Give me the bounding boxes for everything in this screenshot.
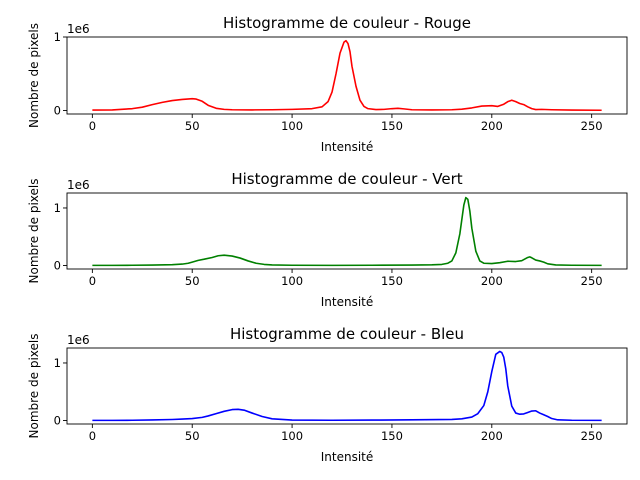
y-offset-text-bleu: 1e6	[67, 333, 90, 347]
x-tick-label-bleu-0: 0	[89, 429, 96, 443]
y-tick-label-rouge-0: 0	[54, 103, 61, 117]
x-tick-label-vert-250: 250	[581, 274, 603, 288]
x-tick-label-vert-200: 200	[481, 274, 503, 288]
x-axis-label-bleu: Intensité	[321, 450, 374, 464]
x-tick-label-rouge-0: 0	[89, 119, 96, 133]
y-offset-text-vert: 1e6	[67, 178, 90, 192]
x-tick-label-vert-100: 100	[281, 274, 303, 288]
y-tick-label-bleu-0: 0	[54, 414, 61, 428]
y-axis-label-vert: Nombre de pixels	[27, 179, 41, 284]
x-axis-label-vert: Intensité	[321, 295, 374, 309]
series-line-rouge	[92, 39, 602, 112]
x-tick-label-rouge-200: 200	[481, 119, 503, 133]
series-line-bleu	[92, 350, 602, 422]
y-axis-label-bleu: Nombre de pixels	[27, 334, 41, 439]
y-offset-text-rouge: 1e6	[67, 22, 90, 36]
chart-title-rouge: Histogramme de couleur - Rouge	[223, 14, 471, 32]
chart-title-bleu: Histogramme de couleur - Bleu	[230, 325, 464, 343]
plot-frame-bleu	[66, 347, 628, 425]
x-tick-label-vert-50: 50	[185, 274, 200, 288]
chart-title-vert: Histogramme de couleur - Vert	[231, 170, 462, 188]
series-line-vert	[92, 196, 602, 267]
x-tick-label-bleu-100: 100	[281, 429, 303, 443]
x-tick-label-vert-0: 0	[89, 274, 96, 288]
y-tick-label-vert-0: 0	[54, 259, 61, 273]
x-tick-label-rouge-150: 150	[381, 119, 403, 133]
plot-frame-vert	[66, 192, 628, 270]
x-tick-label-bleu-250: 250	[581, 429, 603, 443]
x-tick-label-rouge-250: 250	[581, 119, 603, 133]
plot-frame-rouge	[66, 36, 628, 115]
x-tick-label-rouge-50: 50	[185, 119, 200, 133]
y-axis-label-rouge: Nombre de pixels	[27, 23, 41, 128]
x-tick-label-bleu-150: 150	[381, 429, 403, 443]
subplot-vert: Histogramme de couleur - Vert 0 50 100 150 20…	[27, 170, 628, 309]
subplot-bleu: Histogramme de couleur - Bleu 0 50 100 150 20…	[27, 325, 628, 464]
x-tick-label-rouge-100: 100	[281, 119, 303, 133]
x-tick-label-bleu-200: 200	[481, 429, 503, 443]
subplot-rouge: Histogramme de couleur - Rouge 0 50 100 150 2…	[27, 14, 628, 154]
y-tick-label-vert-1: 1	[54, 201, 61, 215]
y-tick-label-bleu-1: 1	[54, 356, 61, 370]
x-tick-label-vert-150: 150	[381, 274, 403, 288]
x-axis-label-rouge: Intensité	[321, 140, 374, 154]
x-tick-label-bleu-50: 50	[185, 429, 200, 443]
y-tick-label-rouge-1: 1	[54, 30, 61, 44]
